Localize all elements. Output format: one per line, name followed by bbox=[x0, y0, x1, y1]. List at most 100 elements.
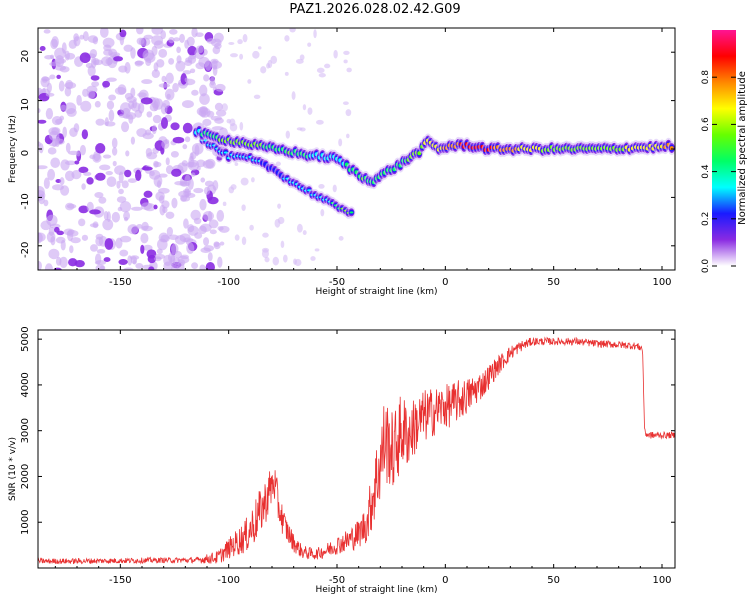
noise-speck bbox=[70, 237, 81, 244]
x-tick-label: -150 bbox=[109, 575, 132, 586]
noise-speck bbox=[120, 102, 132, 114]
colorbar-tick-label: 0.8 bbox=[701, 70, 711, 85]
noise-speck bbox=[151, 69, 160, 78]
noise-speck bbox=[239, 53, 244, 60]
noise-speck bbox=[135, 262, 144, 269]
noise-speck bbox=[247, 79, 252, 84]
noise-speck bbox=[129, 255, 140, 260]
noise-speck bbox=[199, 264, 206, 270]
noise-speck bbox=[102, 80, 110, 88]
noise-speck bbox=[69, 245, 74, 254]
noise-speck bbox=[143, 52, 156, 63]
noise-speck bbox=[182, 70, 192, 75]
noise-speck bbox=[154, 256, 162, 262]
y-tick-label: 20 bbox=[20, 50, 31, 63]
noise-speck bbox=[96, 249, 106, 254]
noise-speck bbox=[146, 111, 153, 118]
noise-speck bbox=[189, 68, 196, 74]
noise-speck bbox=[140, 244, 145, 254]
noise-speck bbox=[65, 79, 74, 90]
noise-speck bbox=[160, 117, 168, 129]
noise-speck bbox=[78, 218, 86, 227]
noise-speck bbox=[95, 172, 106, 181]
noise-speck bbox=[102, 37, 115, 48]
noise-speck bbox=[151, 124, 157, 135]
noise-speck bbox=[307, 107, 313, 115]
noise-speck bbox=[64, 50, 70, 61]
noise-speck bbox=[215, 109, 227, 117]
noise-speck bbox=[44, 263, 53, 270]
noise-speck bbox=[338, 236, 344, 241]
noise-speck bbox=[123, 267, 134, 270]
noise-speck bbox=[104, 238, 114, 250]
noise-speck bbox=[257, 46, 262, 50]
noise-speck bbox=[41, 76, 51, 81]
noise-speck bbox=[105, 171, 113, 176]
noise-speck bbox=[74, 160, 80, 165]
noise-speck bbox=[177, 255, 190, 264]
noise-speck bbox=[38, 143, 44, 154]
colorbar-label: Normalized spectral amplitude bbox=[737, 71, 748, 225]
noise-speck bbox=[94, 260, 107, 266]
noise-speck bbox=[38, 119, 47, 124]
noise-speck bbox=[119, 29, 127, 38]
noise-speck bbox=[212, 46, 221, 55]
noise-speck bbox=[222, 201, 227, 207]
noise-speck bbox=[240, 177, 249, 186]
noise-speck bbox=[86, 201, 94, 213]
noise-speck bbox=[214, 102, 224, 111]
y-tick-label: 5000 bbox=[20, 326, 31, 351]
noise-speck bbox=[315, 119, 324, 125]
x-tick-label: 100 bbox=[652, 575, 671, 586]
noise-speck bbox=[106, 77, 117, 82]
colorbar-tick-label: 0.6 bbox=[701, 117, 711, 132]
noise-speck bbox=[38, 165, 48, 170]
noise-speck bbox=[284, 71, 289, 76]
y-axis-label: SNR (10 * v/v) bbox=[8, 437, 18, 501]
noise-speck bbox=[143, 190, 153, 198]
noise-speck bbox=[86, 90, 96, 99]
noise-speck bbox=[296, 127, 303, 131]
noise-speck bbox=[136, 28, 144, 35]
noise-speck bbox=[280, 240, 285, 249]
noise-speck bbox=[165, 211, 175, 219]
noise-speck bbox=[137, 92, 147, 98]
noise-speck bbox=[125, 150, 130, 157]
noise-speck bbox=[38, 232, 43, 244]
noise-speck bbox=[119, 235, 132, 243]
spectrogram-marks bbox=[38, 28, 675, 270]
noise-speck bbox=[50, 157, 61, 169]
noise-speck bbox=[108, 48, 118, 58]
noise-speck bbox=[102, 154, 112, 159]
noise-speck bbox=[136, 37, 145, 45]
y-tick-label: 4000 bbox=[20, 372, 31, 397]
noise-speck bbox=[123, 211, 131, 221]
noise-speck bbox=[153, 175, 163, 187]
noise-speck bbox=[92, 36, 98, 45]
noise-speck bbox=[242, 33, 248, 43]
noise-speck bbox=[60, 239, 66, 251]
noise-speck bbox=[124, 169, 132, 178]
noise-speck bbox=[213, 241, 220, 247]
noise-speck bbox=[48, 226, 55, 236]
noise-speck bbox=[302, 104, 307, 111]
x-tick-label: 100 bbox=[652, 277, 671, 288]
noise-speck bbox=[199, 198, 207, 211]
noise-speck bbox=[158, 48, 168, 58]
noise-speck bbox=[54, 58, 67, 64]
noise-speck bbox=[132, 99, 137, 109]
noise-speck bbox=[152, 114, 162, 124]
noise-speck bbox=[89, 223, 99, 228]
noise-speck bbox=[91, 81, 100, 87]
noise-speck bbox=[209, 76, 216, 86]
y-tick-label: 1000 bbox=[20, 510, 31, 535]
noise-speck bbox=[338, 138, 343, 147]
noise-speck bbox=[106, 176, 117, 188]
noise-speck bbox=[191, 142, 204, 155]
page-title: PAZ1.2026.028.02.42.G09 bbox=[289, 2, 461, 17]
y-tick-label: 10 bbox=[20, 98, 31, 111]
noise-speck bbox=[199, 223, 212, 233]
noise-speck bbox=[90, 244, 98, 252]
noise-speck bbox=[193, 187, 204, 194]
noise-speck bbox=[170, 122, 180, 131]
